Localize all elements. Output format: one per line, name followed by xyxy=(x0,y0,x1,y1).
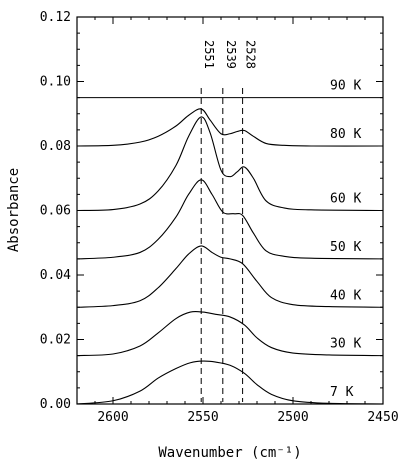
y-tick-label: 0.06 xyxy=(40,204,71,219)
series-label: 80 K xyxy=(330,127,361,142)
spectrum-curve xyxy=(76,116,384,212)
y-tick-label: 0.08 xyxy=(40,139,71,154)
y-axis-label: Absorbance xyxy=(6,168,22,252)
spectrum-curve xyxy=(76,245,384,308)
x-tick-label: 2550 xyxy=(187,410,218,425)
x-tick-label: 2600 xyxy=(97,410,128,425)
series-label: 90 K xyxy=(330,79,361,94)
y-tick-label: 0.12 xyxy=(40,10,71,25)
series-label: 50 K xyxy=(330,240,361,255)
peak-markers: 2551 2539 2528 xyxy=(200,40,258,402)
spectra-curves xyxy=(76,97,384,405)
y-tick-label: 0.02 xyxy=(40,333,71,348)
series-labels: 7 K 30 K 40 K 50 K 60 K 80 K 90 K xyxy=(330,79,361,400)
x-axis-label: Wavenumber (cm⁻¹) xyxy=(158,445,301,461)
peak-marker-label: 2539 xyxy=(224,40,238,69)
spectrum-curve xyxy=(76,108,384,147)
y-tick-label: 0.00 xyxy=(40,397,71,412)
y-tick-label: 0.04 xyxy=(40,268,71,283)
series-label: 60 K xyxy=(330,192,361,207)
peak-marker-label: 2551 xyxy=(202,40,216,69)
x-tick-label: 2450 xyxy=(367,410,398,425)
spectrum-curve xyxy=(76,179,384,260)
spectrum-curve xyxy=(76,310,384,357)
y-axis: 0.00 0.02 0.04 0.06 0.08 0.10 0.12 xyxy=(40,10,383,412)
y-tick-label: 0.10 xyxy=(40,75,71,90)
series-label: 40 K xyxy=(330,288,361,303)
series-label: 30 K xyxy=(330,337,361,352)
peak-marker-label: 2528 xyxy=(244,40,258,69)
x-axis: 2600 2550 2500 2450 xyxy=(94,17,399,425)
series-label: 7 K xyxy=(330,385,354,400)
x-tick-label: 2500 xyxy=(277,410,308,425)
spectrum-curve xyxy=(76,360,384,405)
